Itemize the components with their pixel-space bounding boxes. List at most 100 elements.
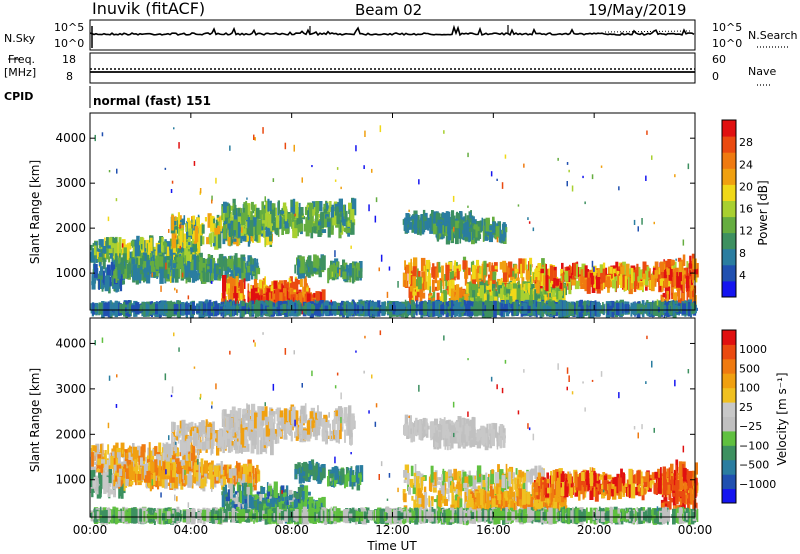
scatter-cell: [677, 287, 681, 300]
scatter-cell: [292, 222, 295, 238]
scatter-cell: [127, 304, 129, 312]
scatter-cell: [102, 257, 106, 269]
scatter-cell: [337, 267, 340, 274]
isolated-echo: [174, 235, 177, 238]
scatter-cell: [521, 306, 524, 311]
scatter-cell: [167, 274, 170, 280]
scatter-cell: [602, 268, 606, 283]
scatter-cell: [534, 289, 538, 301]
isolated-echo: [602, 282, 605, 290]
scatter-cell: [410, 275, 414, 292]
scatter-cell: [500, 230, 504, 236]
scatter-cell: [620, 265, 625, 275]
scatter-cell: [237, 223, 241, 238]
scatter-cell: [253, 279, 258, 288]
scatter-cell: [421, 303, 426, 313]
scatter-cell: [692, 304, 696, 313]
scatter-cell: [200, 258, 206, 263]
scatter-cell: [138, 244, 142, 254]
scatter-cell: [510, 270, 515, 278]
scatter-cell: [691, 272, 695, 280]
isolated-echo: [264, 196, 266, 203]
scatter-cell: [468, 302, 471, 317]
scatter-cell: [255, 231, 258, 242]
scatter-cell: [531, 284, 535, 290]
scatter-cell: [176, 304, 179, 312]
scatter-cell: [432, 289, 436, 302]
scatter-cell: [117, 270, 121, 279]
scatter-cell: [479, 234, 482, 239]
scatter-cell: [424, 281, 428, 290]
scatter-cell: [429, 286, 432, 298]
scatter-cell: [468, 267, 471, 276]
isolated-echo: [170, 189, 173, 193]
isolated-echo: [517, 272, 519, 278]
scatter-cell: [620, 302, 623, 314]
scatter-cell: [304, 303, 308, 315]
scatter-cell: [447, 226, 450, 235]
scatter-cell: [486, 285, 491, 293]
scatter-cell: [281, 214, 285, 219]
scatter-cell: [315, 291, 320, 305]
scatter-cell: [128, 302, 131, 314]
scatter-cell: [205, 299, 209, 316]
isolated-echo: [368, 204, 370, 212]
scatter-cell: [676, 272, 678, 288]
scatter-cell: [334, 209, 339, 216]
scatter-cell: [514, 264, 518, 271]
scatter-cell: [100, 266, 104, 274]
scatter-cell: [230, 220, 234, 234]
scatter-cell: [238, 234, 241, 246]
scatter-cell: [177, 239, 180, 249]
scatter-cell: [440, 280, 442, 293]
scatter-cell: [609, 281, 613, 288]
scatter-cell: [682, 270, 686, 275]
scatter-cell: [385, 306, 388, 311]
scatter-cell: [648, 305, 651, 312]
scatter-cell: [425, 260, 430, 270]
scatter-cell: [599, 264, 604, 275]
scatter-cell: [388, 304, 393, 312]
scatter-cell: [350, 304, 354, 314]
scatter-cell: [428, 300, 431, 316]
scatter-cell: [162, 257, 165, 270]
scatter-cell: [298, 292, 303, 304]
scatter-cell: [348, 205, 350, 214]
scatter-cell: [119, 304, 122, 313]
scatter-cell: [616, 302, 620, 315]
scatter-cell: [685, 275, 690, 289]
scatter-cell: [284, 219, 289, 229]
scatter-cell: [301, 256, 305, 273]
scatter-cell: [278, 280, 284, 296]
scatter-cell: [261, 227, 264, 234]
scatter-cell: [461, 219, 464, 230]
scatter-cell: [219, 269, 221, 274]
scatter-cell: [324, 305, 328, 311]
isolated-echo: [496, 178, 498, 181]
scatter-cell: [100, 239, 104, 247]
isolated-echo: [527, 217, 529, 220]
scatter-cell: [273, 221, 275, 229]
scatter-cell: [290, 199, 294, 213]
isolated-echo: [171, 180, 174, 184]
scatter-cell: [642, 277, 646, 286]
scatter-cell: [273, 293, 277, 300]
scatter-cell: [681, 292, 686, 305]
isolated-echo: [116, 168, 118, 174]
scatter-cell: [506, 289, 511, 294]
nsky-tick-bottom: 10^0: [54, 37, 85, 50]
isolated-echo: [173, 127, 175, 130]
isolated-echo: [653, 221, 655, 225]
scatter-cell: [228, 268, 232, 273]
scatter-cell: [169, 249, 175, 256]
scatter-cell: [352, 198, 357, 216]
scatter-cell: [427, 224, 430, 231]
scatter-cell: [323, 302, 325, 314]
isolated-echo: [501, 182, 504, 189]
scatter-cell: [245, 268, 248, 272]
scatter-cell: [126, 258, 130, 263]
scatter-cell: [448, 211, 451, 224]
scatter-cell: [230, 295, 233, 301]
scatter-cell: [659, 278, 663, 286]
scatter-cell: [295, 201, 299, 219]
